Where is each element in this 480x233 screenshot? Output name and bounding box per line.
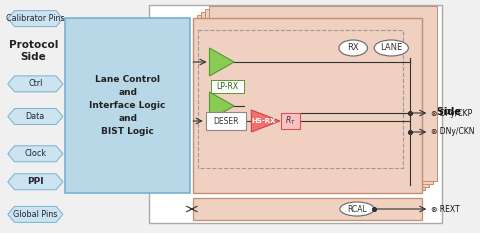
Text: RX: RX [348, 44, 359, 52]
Polygon shape [8, 76, 63, 92]
Bar [281, 113, 300, 129]
Text: Lane Control
and
Interface Logic
and
BIST Logic: Lane Control and Interface Logic and BIS… [89, 75, 166, 136]
Text: Clock: Clock [24, 149, 47, 158]
Polygon shape [8, 174, 63, 190]
Polygon shape [209, 48, 234, 76]
Text: D-PHY: D-PHY [273, 7, 317, 21]
Bar [204, 9, 433, 184]
Text: Data: Data [26, 112, 45, 121]
Bar [198, 30, 403, 168]
Text: LP-RX: LP-RX [216, 82, 239, 91]
Text: HS-RX: HS-RX [251, 118, 276, 124]
Text: DESER: DESER [213, 116, 239, 126]
Bar [211, 80, 244, 93]
Polygon shape [8, 109, 63, 124]
Polygon shape [252, 110, 280, 132]
Bar [205, 112, 246, 130]
Text: ⊗ DPy/CKP: ⊗ DPy/CKP [431, 109, 472, 117]
Bar [208, 6, 437, 181]
Text: Calibrator Pins: Calibrator Pins [6, 14, 65, 23]
Polygon shape [8, 11, 63, 27]
Bar [149, 5, 442, 223]
Bar [193, 18, 422, 193]
Bar [197, 15, 425, 190]
Text: Protocol
Side: Protocol Side [9, 41, 58, 62]
Text: Line Side: Line Side [410, 107, 461, 117]
Polygon shape [8, 206, 63, 222]
Text: $R_T$: $R_T$ [285, 115, 296, 127]
Bar [201, 12, 429, 187]
Text: ⊗ DNy/CKN: ⊗ DNy/CKN [431, 127, 475, 137]
Text: Ctrl: Ctrl [28, 79, 43, 88]
Text: RCAL: RCAL [347, 205, 367, 213]
Bar [65, 18, 191, 193]
Text: Global Pins: Global Pins [13, 210, 58, 219]
Polygon shape [209, 92, 234, 120]
Bar [193, 198, 422, 220]
Ellipse shape [374, 40, 408, 56]
Ellipse shape [340, 202, 374, 216]
Text: LANE: LANE [380, 44, 402, 52]
Ellipse shape [339, 40, 368, 56]
Polygon shape [8, 146, 63, 162]
Text: ⊗ REXT: ⊗ REXT [431, 205, 460, 213]
Text: PPI: PPI [27, 177, 44, 186]
